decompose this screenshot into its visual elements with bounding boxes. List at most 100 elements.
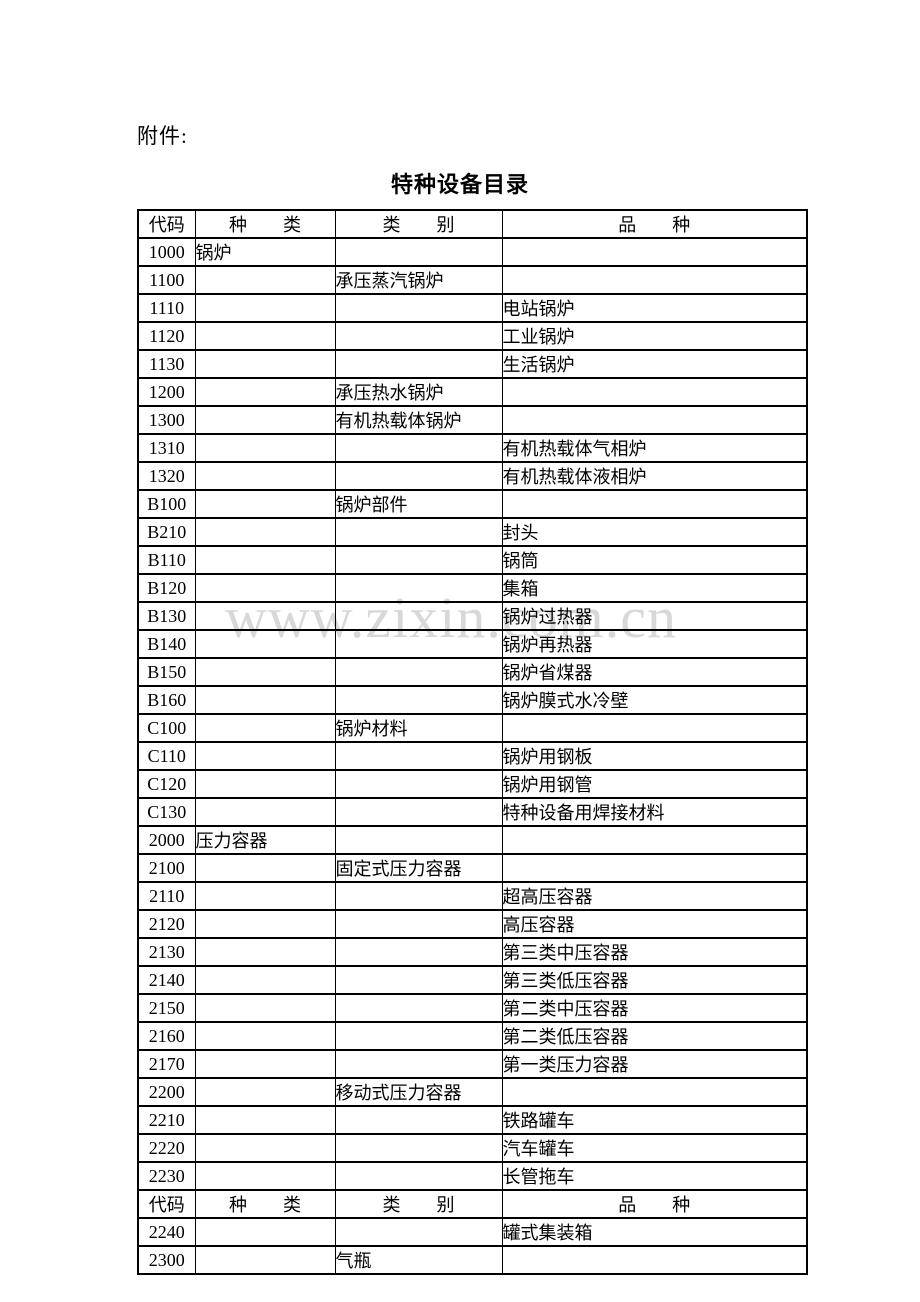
category-cell: 气瓶	[334, 1245, 503, 1275]
code-cell: 2160	[137, 1021, 196, 1051]
code-cell: 1320	[137, 461, 196, 491]
code-cell: C130	[137, 797, 196, 827]
category-cell	[334, 461, 503, 491]
code-cell: 1120	[137, 321, 196, 351]
category-cell	[334, 1021, 503, 1051]
code-cell: 2170	[137, 1049, 196, 1079]
variety-cell: 第二类低压容器	[501, 1021, 808, 1051]
table-row: 1120 工业锅炉	[137, 321, 808, 351]
table-row: 1310 有机热载体气相炉	[137, 433, 808, 463]
kind-cell	[194, 349, 336, 379]
category-cell	[334, 937, 503, 967]
table-row: 2230 长管拖车	[137, 1161, 808, 1191]
attachment-label: 附件:	[137, 124, 188, 148]
variety-cell: 长管拖车	[501, 1161, 808, 1191]
variety-cell: 第三类中压容器	[501, 937, 808, 967]
kind-cell: 锅炉	[194, 237, 336, 267]
code-cell: 2220	[137, 1133, 196, 1163]
category-cell	[334, 657, 503, 687]
variety-cell: 第一类压力容器	[501, 1049, 808, 1079]
kind-cell	[194, 265, 336, 295]
code-cell: 2100	[137, 853, 196, 883]
code-cell: 1310	[137, 433, 196, 463]
variety-cell: 铁路罐车	[501, 1105, 808, 1135]
kind-cell	[194, 853, 336, 883]
kind-cell	[194, 545, 336, 575]
code-cell: B150	[137, 657, 196, 687]
variety-cell: 高压容器	[501, 909, 808, 939]
variety-cell: 锅筒	[501, 545, 808, 575]
table-row: 2300 气瓶	[137, 1245, 808, 1275]
category-cell	[334, 909, 503, 939]
category-cell	[334, 433, 503, 463]
kind-cell	[194, 629, 336, 659]
code-cell: 2240	[137, 1217, 196, 1247]
equipment-catalog-table: 代码 种 类 类 别 品 种 1000 锅炉 1100 承压蒸汽锅炉 1110 …	[137, 209, 808, 1275]
table-row: 2000 压力容器	[137, 825, 808, 855]
kind-cell	[194, 797, 336, 827]
kind-cell	[194, 993, 336, 1023]
kind-cell	[194, 713, 336, 743]
table-row: 1300 有机热载体锅炉	[137, 405, 808, 435]
kind-cell	[194, 405, 336, 435]
table-row: 2160 第二类低压容器	[137, 1021, 808, 1051]
kind-cell	[194, 1217, 336, 1247]
category-cell	[334, 237, 503, 267]
kind-cell	[194, 741, 336, 771]
code-cell: 2120	[137, 909, 196, 939]
table-row: 2170 第一类压力容器	[137, 1049, 808, 1079]
kind-cell	[194, 909, 336, 939]
code-cell: 代码	[137, 209, 196, 239]
equipment-catalog-table-body: 代码 种 类 类 别 品 种 1000 锅炉 1100 承压蒸汽锅炉 1110 …	[137, 209, 808, 1275]
code-cell: 2230	[137, 1161, 196, 1191]
variety-cell	[501, 489, 808, 519]
code-cell: 1000	[137, 237, 196, 267]
category-cell	[334, 965, 503, 995]
kind-cell	[194, 517, 336, 547]
kind-cell	[194, 461, 336, 491]
kind-cell	[194, 1161, 336, 1191]
category-cell	[334, 1133, 503, 1163]
code-cell: 1130	[137, 349, 196, 379]
table-row: C130 特种设备用焊接材料	[137, 797, 808, 827]
code-cell: B140	[137, 629, 196, 659]
variety-cell	[501, 405, 808, 435]
kind-cell	[194, 293, 336, 323]
category-cell	[334, 741, 503, 771]
code-cell: C120	[137, 769, 196, 799]
category-cell: 锅炉材料	[334, 713, 503, 743]
table-row: 1320 有机热载体液相炉	[137, 461, 808, 491]
variety-cell: 特种设备用焊接材料	[501, 797, 808, 827]
category-cell	[334, 993, 503, 1023]
code-cell: 2110	[137, 881, 196, 911]
variety-cell: 品 种	[501, 1189, 808, 1219]
table-row: 1200 承压热水锅炉	[137, 377, 808, 407]
category-cell: 移动式压力容器	[334, 1077, 503, 1107]
category-cell	[334, 601, 503, 631]
category-cell	[334, 629, 503, 659]
code-cell: 2150	[137, 993, 196, 1023]
variety-cell	[501, 265, 808, 295]
category-cell	[334, 825, 503, 855]
variety-cell	[501, 713, 808, 743]
variety-cell: 锅炉省煤器	[501, 657, 808, 687]
variety-cell: 有机热载体气相炉	[501, 433, 808, 463]
category-cell	[334, 1105, 503, 1135]
code-cell: B130	[137, 601, 196, 631]
table-row: 2110 超高压容器	[137, 881, 808, 911]
code-cell: 2300	[137, 1245, 196, 1275]
category-cell	[334, 797, 503, 827]
code-cell: 1300	[137, 405, 196, 435]
variety-cell: 锅炉过热器	[501, 601, 808, 631]
category-cell	[334, 349, 503, 379]
code-cell: B100	[137, 489, 196, 519]
variety-cell: 工业锅炉	[501, 321, 808, 351]
variety-cell: 第二类中压容器	[501, 993, 808, 1023]
table-row: B120 集箱	[137, 573, 808, 603]
table-row: C110 锅炉用钢板	[137, 741, 808, 771]
code-cell: C110	[137, 741, 196, 771]
kind-cell	[194, 937, 336, 967]
variety-cell: 锅炉再热器	[501, 629, 808, 659]
variety-cell: 有机热载体液相炉	[501, 461, 808, 491]
category-cell	[334, 545, 503, 575]
